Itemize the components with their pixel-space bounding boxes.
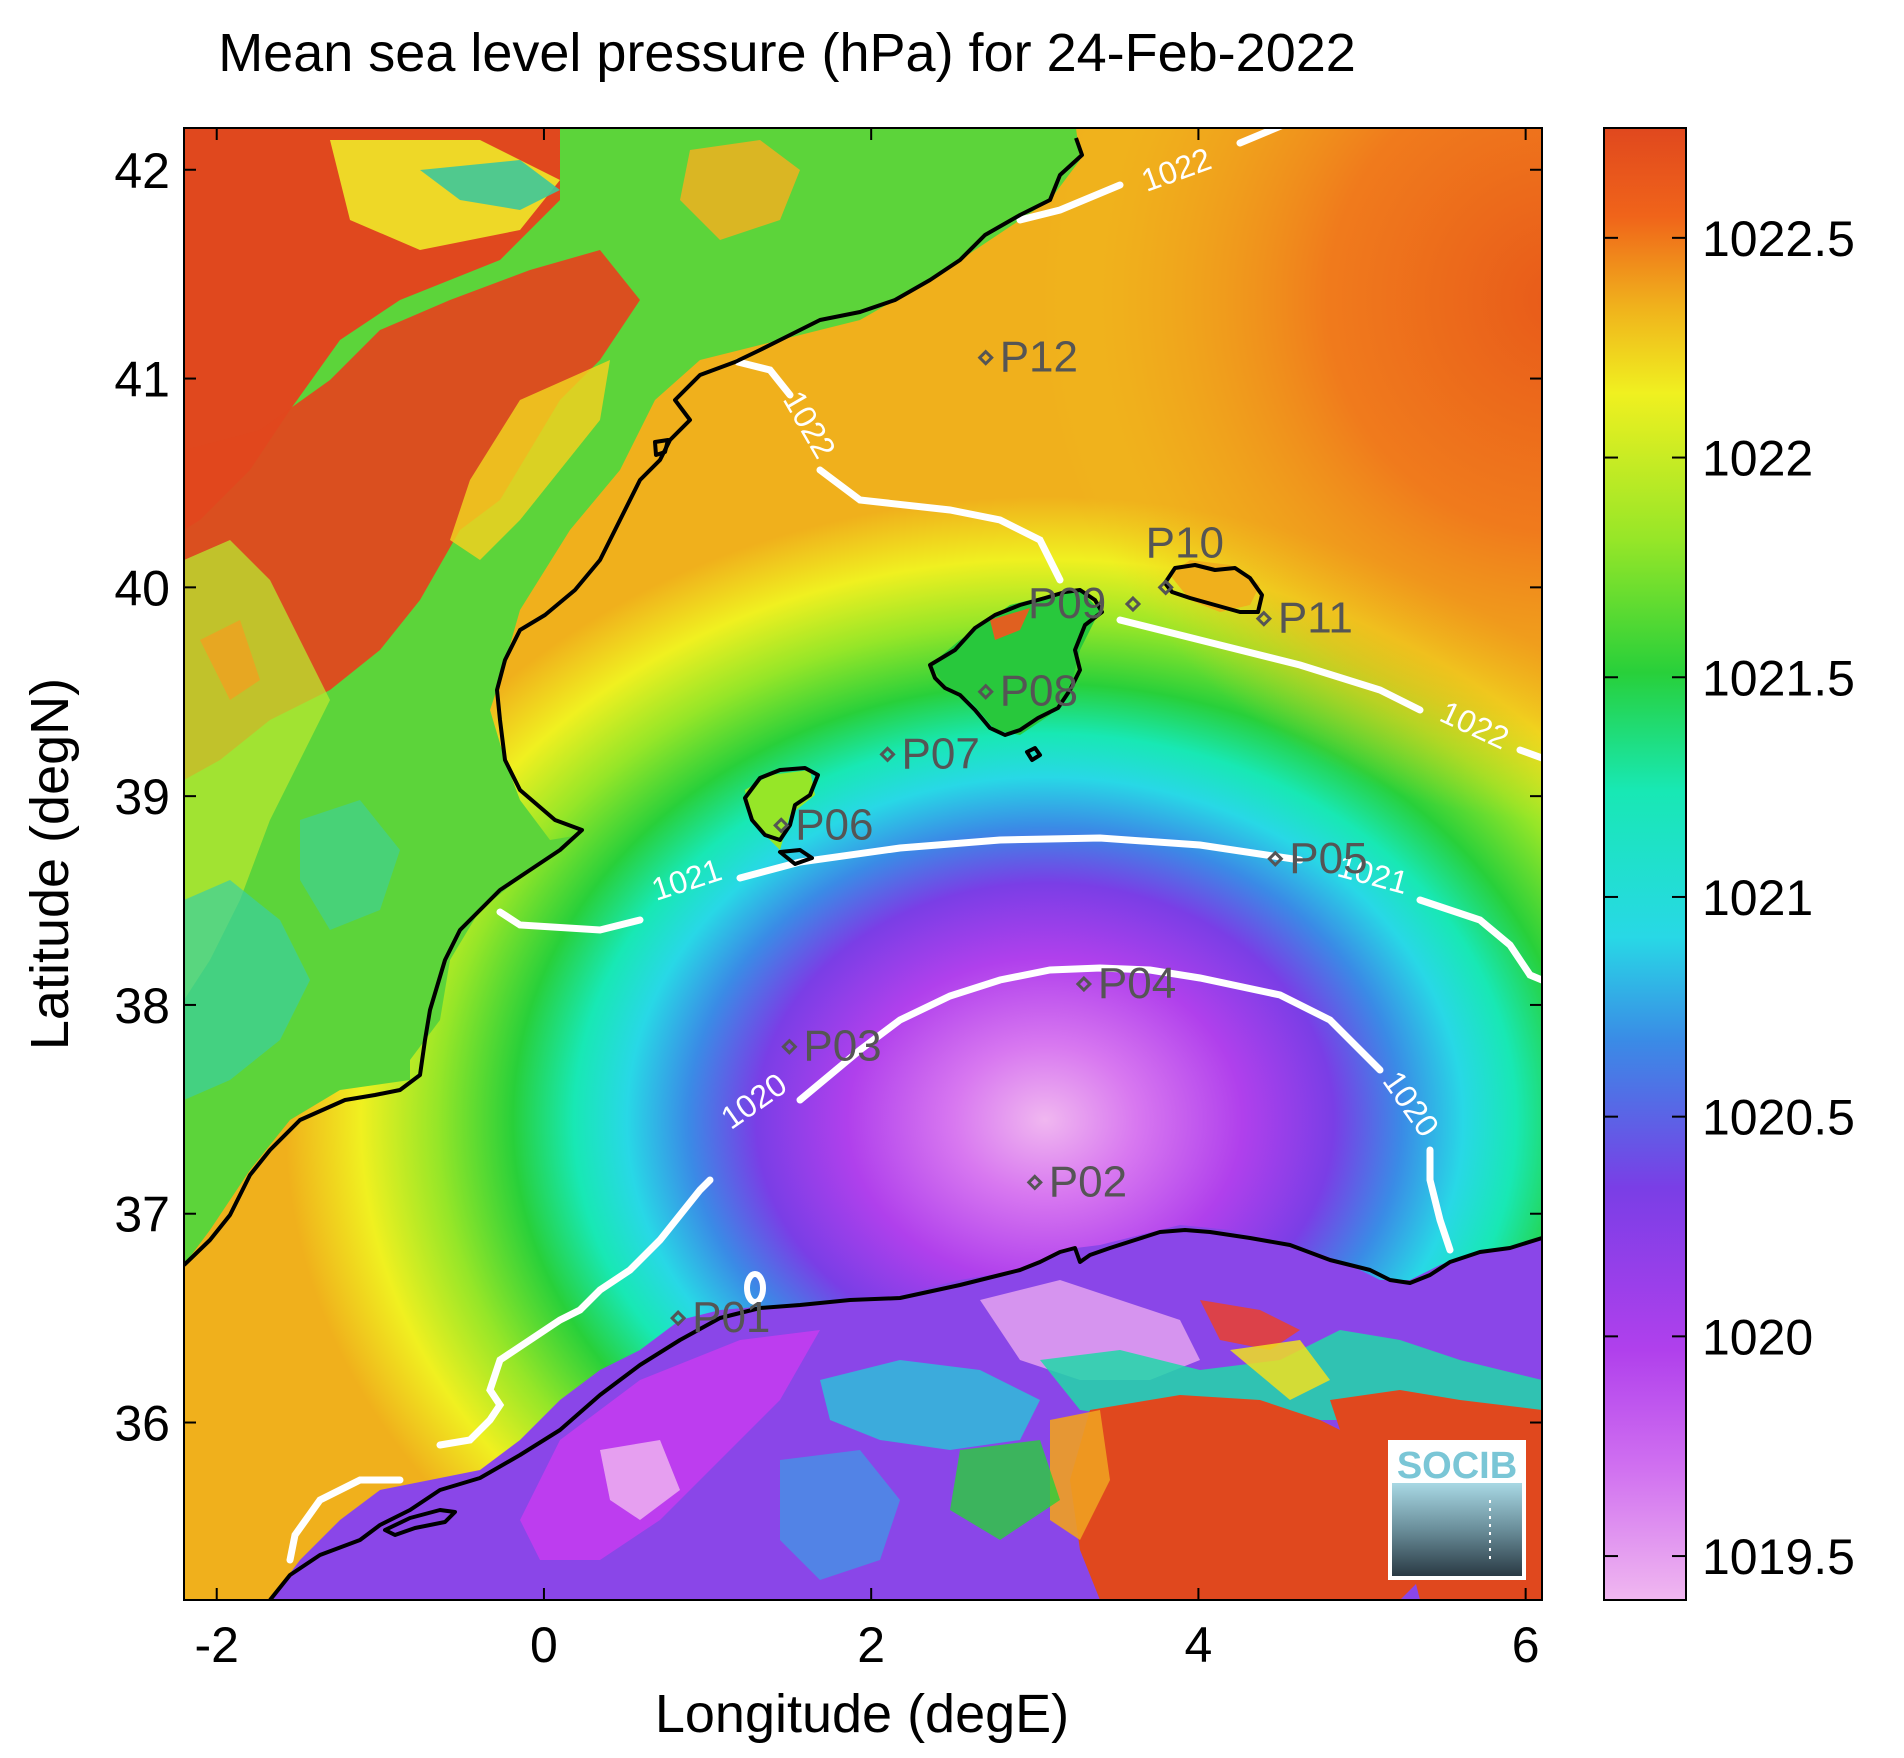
station-marker xyxy=(1026,1174,1043,1191)
station-label: P12 xyxy=(1000,333,1078,382)
coastline-mallorca xyxy=(928,588,1104,737)
logo-water xyxy=(1392,1483,1522,1576)
map-layers xyxy=(184,128,1542,1600)
station-label: P05 xyxy=(1289,834,1367,883)
station-marker xyxy=(1075,975,1093,993)
station-label: P04 xyxy=(1098,959,1176,1008)
colorbar-tick-label: 1021 xyxy=(1702,870,1813,926)
contour-1022-main xyxy=(734,358,1542,762)
colorbar: 1019.5 1020 1020.5 1021 1021.5 1022 1022.5 xyxy=(1603,127,1855,1601)
station-marker xyxy=(977,683,994,700)
colorbar-ticks: 1019.5 1020 1020.5 1021 1021.5 1022 1022.5 xyxy=(1604,211,1855,1585)
station-marker xyxy=(1157,579,1174,596)
coastline-cabrera xyxy=(1025,746,1042,762)
station-marker xyxy=(1124,595,1142,613)
station-label: P07 xyxy=(902,729,980,778)
contour-1022-north xyxy=(1016,128,1286,224)
plot-frame xyxy=(183,127,1543,1601)
y-tick-label: 36 xyxy=(114,1396,170,1452)
station-label: P09 xyxy=(1028,579,1106,628)
logo-text: SOCIB xyxy=(1397,1445,1517,1487)
contour-lines xyxy=(286,128,1542,1564)
x-axis-label: Longitude (degE) xyxy=(655,1684,1069,1744)
iberia-land xyxy=(184,128,1080,1265)
contour-1020-small-ring xyxy=(744,1271,766,1305)
x-tick-label: 6 xyxy=(1512,1617,1540,1673)
chart-title: Mean sea level pressure (hPa) for 24-Feb… xyxy=(0,22,1904,84)
station-label: P03 xyxy=(803,1022,881,1071)
station-marker xyxy=(669,1310,687,1327)
socib-logo: SOCIB xyxy=(1388,1440,1526,1580)
y-tick-label: 38 xyxy=(114,978,170,1034)
colorbar-tick-label: 1020 xyxy=(1702,1309,1813,1365)
colorbar-frame xyxy=(1603,127,1687,1601)
station-marker xyxy=(879,746,896,763)
coastline-formentera xyxy=(778,848,814,866)
colorbar-tick-label: 1022.5 xyxy=(1702,211,1855,267)
station-label: P10 xyxy=(1146,518,1224,567)
y-tick-label: 40 xyxy=(114,560,170,616)
y-tick-label: 39 xyxy=(114,769,170,825)
colorbar-tick-label: 1021.5 xyxy=(1702,650,1855,706)
coastline-iberia xyxy=(184,137,1084,1267)
station-label: P08 xyxy=(1000,667,1078,716)
colorbar-tick-label: 1019.5 xyxy=(1702,1529,1855,1585)
coastline-africa xyxy=(268,1228,1542,1600)
axes: -2 0 2 4 6 36 37 38 39 40 41 42 xyxy=(114,128,1542,1673)
africa-land xyxy=(184,1225,1542,1600)
station-marker xyxy=(781,1038,798,1055)
x-tick-label: 0 xyxy=(530,1617,558,1673)
contour-1020 xyxy=(286,964,1454,1564)
x-tick-label: 2 xyxy=(857,1617,885,1673)
x-tick-label: 4 xyxy=(1185,1617,1213,1673)
station-marker xyxy=(773,817,790,834)
stations: P01 P02 P03 P04 P05 P06 P07 P08 P09 P10 P11 P12 xyxy=(669,333,1368,1342)
station-marker xyxy=(1267,850,1284,867)
colorbar-tick-label: 1020.5 xyxy=(1702,1090,1855,1146)
station-label: P02 xyxy=(1049,1157,1127,1206)
y-axis-label: Latitude (degN) xyxy=(20,678,80,1050)
colorbar-gradient xyxy=(1604,128,1686,1600)
station-label: P11 xyxy=(1278,594,1353,643)
coastline-small-island-south xyxy=(383,1508,457,1537)
station-label: P06 xyxy=(795,800,873,849)
coastline-ibiza xyxy=(743,766,820,842)
coastline-menorca xyxy=(1163,563,1264,614)
chart-title-text: Mean sea level pressure (hPa) for 24-Feb… xyxy=(218,23,1356,83)
station-marker xyxy=(977,349,994,366)
colorbar-tick-label: 1022 xyxy=(1702,431,1813,487)
y-tick-label: 41 xyxy=(114,352,170,408)
x-tick-label: -2 xyxy=(194,1617,238,1673)
coastlines xyxy=(184,137,1542,1600)
station-label: P01 xyxy=(692,1293,770,1342)
station-marker xyxy=(1255,610,1272,627)
y-tick-label: 37 xyxy=(114,1187,170,1243)
coastline-columbretes xyxy=(653,438,670,457)
y-tick-label: 42 xyxy=(114,143,170,199)
